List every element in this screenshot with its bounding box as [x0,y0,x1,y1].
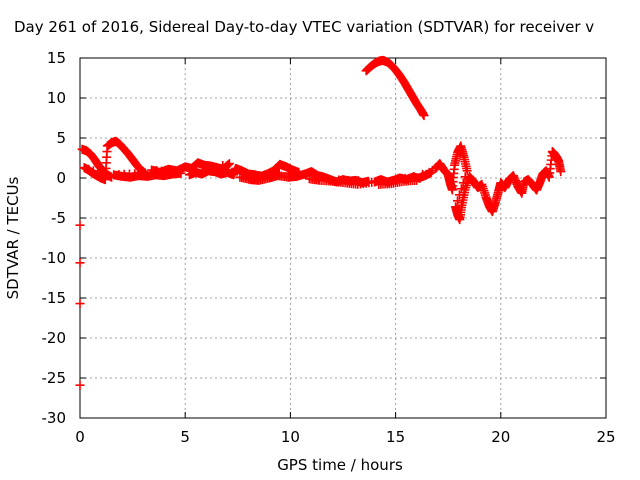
y-tick-label: -10 [42,249,67,267]
x-tick-label: 15 [386,428,405,446]
data-point [75,299,85,309]
plot-frame [79,57,607,419]
x-axis-label: GPS time / hours [277,456,403,474]
x-tick-label: 20 [491,428,510,446]
y-tick-label: 15 [47,49,66,67]
data-point [556,167,566,177]
series [77,136,566,225]
data-point [462,166,472,176]
grid-lines [80,58,606,418]
series [361,55,429,121]
tick-labels: 0 5 10 15 20 25 15 10 5 0 -5 -10 -15 -20 -25 -30 [42,49,616,446]
x-tick-label: 5 [180,428,190,446]
data-point [75,380,85,390]
y-axis-label: SDTVAR / TECUs [4,176,22,299]
y-tick-label: -25 [42,369,67,387]
chart-title: Day 261 of 2016, Sidereal Day-to-day VTE… [14,18,594,36]
y-tick-label: -30 [42,409,67,427]
series [75,220,85,390]
axis-ticks [79,57,607,419]
data-points [75,55,566,390]
data-point [75,258,85,268]
y-tick-label: -5 [51,209,66,227]
y-tick-label: 5 [56,129,66,147]
y-tick-label: 0 [56,169,66,187]
x-tick-label: 25 [596,428,615,446]
data-point [75,220,85,230]
y-tick-label: -20 [42,329,67,347]
y-tick-label: 10 [47,89,66,107]
data-point [224,159,234,169]
data-point [218,160,228,170]
y-tick-label: -15 [42,289,67,307]
data-point [223,160,233,170]
x-tick-label: 0 [75,428,85,446]
data-point [419,111,429,121]
x-tick-label: 10 [281,428,300,446]
